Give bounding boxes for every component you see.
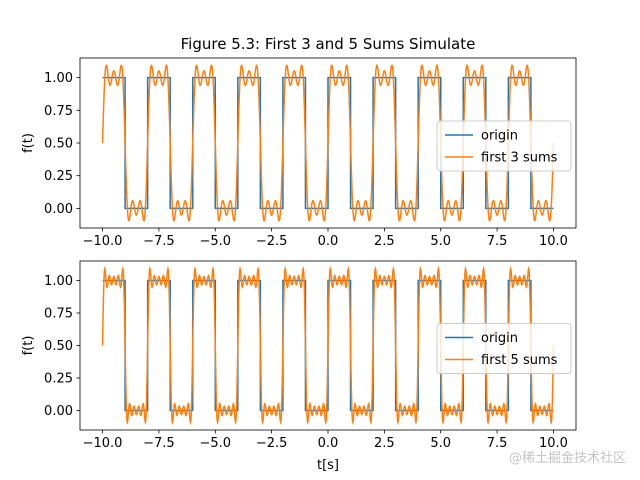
x-tick-label: 0.0 xyxy=(318,436,339,451)
x-tick-label: 5.0 xyxy=(430,234,451,249)
x-tick-label: −2.5 xyxy=(256,234,288,249)
figure-title: Figure 5.3: First 3 and 5 Sums Simulate xyxy=(181,35,476,53)
y-tick-label: 0.00 xyxy=(44,404,73,419)
y-tick-label: 0.25 xyxy=(44,372,73,387)
x-tick-label: 10.0 xyxy=(539,436,568,451)
legend-box xyxy=(436,120,572,172)
x-tick-label: 2.5 xyxy=(374,436,395,451)
y-tick-label: 0.75 xyxy=(44,104,73,119)
y-tick-label: 0.50 xyxy=(44,137,73,152)
legend-box xyxy=(436,323,572,374)
x-axis-label: t[s] xyxy=(317,458,339,473)
y-tick-label: 0.75 xyxy=(44,307,73,322)
x-tick-label: 10.0 xyxy=(539,234,568,249)
y-tick-label: 1.00 xyxy=(44,71,73,86)
x-tick-label: 7.5 xyxy=(487,436,508,451)
x-tick-label: −5.0 xyxy=(199,234,231,249)
x-tick-label: −7.5 xyxy=(143,436,175,451)
x-tick-label: 7.5 xyxy=(487,234,508,249)
series-line-first-5-sums xyxy=(101,265,555,426)
x-tick-label: −2.5 xyxy=(256,436,288,451)
series-line-first-3-sums xyxy=(101,64,555,222)
y-axis-label: f(t) xyxy=(21,133,36,153)
x-tick-label: 0.0 xyxy=(318,234,339,249)
subplot-top: −10.0 −7.5 −5.0 −2.5 0.0 2.5 5.0 7.5 10.0 0.00 0.2… xyxy=(21,57,577,249)
x-tick-label: −10.0 xyxy=(83,436,123,451)
legend: origin first 3 sums xyxy=(436,120,572,172)
subplot-bottom: −10.0 −7.5 −5.0 −2.5 0.0 2.5 5.0 7.5 10.0 0.00 0.2… xyxy=(21,260,577,473)
y-tick-label: 1.00 xyxy=(44,274,73,289)
x-tick-label: −7.5 xyxy=(143,234,175,249)
x-tick-label: −10.0 xyxy=(83,234,123,249)
y-tick-label: 0.00 xyxy=(44,202,73,217)
x-tick-label: −5.0 xyxy=(199,436,231,451)
y-axis-label: f(t) xyxy=(21,336,36,356)
legend-label: origin xyxy=(481,129,518,144)
x-tick-label: 5.0 xyxy=(430,436,451,451)
x-tick-label: 2.5 xyxy=(374,234,395,249)
legend: origin first 5 sums xyxy=(436,323,572,374)
legend-label: first 3 sums xyxy=(481,151,558,166)
legend-label: first 5 sums xyxy=(481,353,558,368)
y-tick-label: 0.50 xyxy=(44,339,73,354)
y-tick-label: 0.25 xyxy=(44,169,73,184)
watermark: @稀土掘金技术社区 xyxy=(508,451,626,466)
legend-label: origin xyxy=(481,331,518,346)
